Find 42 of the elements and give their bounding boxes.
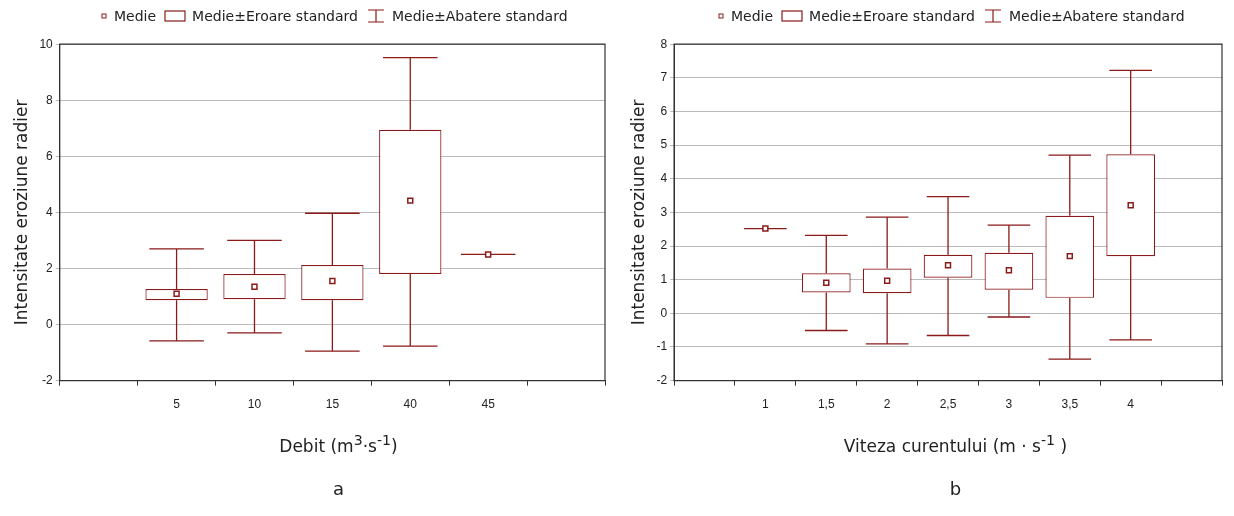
y-tick-label: 3	[660, 204, 668, 219]
y-tick-label: -1	[656, 339, 668, 354]
y-axis-title: Intensitate eroziune radier	[10, 99, 31, 326]
x-tick-label: 3	[1005, 397, 1013, 412]
y-tick-label: 8	[660, 36, 668, 51]
text: Medie±Eroare standard	[809, 8, 975, 24]
text: Medie±Abatere standard	[391, 8, 568, 24]
x-tick-label: 5	[173, 397, 181, 412]
x-tick-label: 3,5	[1061, 397, 1079, 412]
y-tick-label: 6	[660, 103, 668, 118]
y-tick-label: 4	[660, 171, 668, 186]
x-tick-label: 2,5	[939, 397, 957, 412]
y-tick-label: -2	[42, 372, 54, 387]
x-tick-label: 15	[325, 397, 340, 412]
x-tick-label: 4	[1127, 397, 1135, 412]
y-tick-label: 10	[39, 36, 54, 51]
x-axis-title: Viteza curentului (m · s$^{-1}$ )	[842, 432, 1069, 456]
y-tick-label: 7	[660, 70, 668, 85]
x-tick-label: 2	[883, 397, 891, 412]
y-tick-label: 2	[46, 260, 54, 275]
x-tick-label: 1,5	[817, 397, 835, 412]
text: Medie±Abatere standard	[1008, 8, 1185, 24]
y-tick-label: 4	[46, 204, 54, 219]
y-tick-label: 0	[660, 305, 668, 320]
y-axis-title: Intensitate eroziune radier	[627, 99, 648, 326]
text: Medie±Eroare standard	[192, 8, 358, 24]
y-tick-label: 0	[46, 316, 54, 331]
text: b	[948, 478, 963, 499]
x-tick-label: 1	[762, 397, 770, 412]
y-tick-label: 1	[660, 271, 668, 286]
x-tick-label: 40	[403, 397, 418, 412]
x-tick-label: 45	[481, 397, 496, 412]
y-tick-label: 6	[46, 148, 54, 163]
x-axis-title: Debit (m$^{3}$·s$^{-1}$)	[278, 432, 399, 456]
x-tick-label: 10	[247, 397, 262, 412]
y-tick-label: 8	[46, 92, 54, 107]
text: Medie	[114, 8, 157, 24]
y-tick-label: 5	[660, 137, 668, 152]
y-tick-label: -2	[656, 372, 668, 387]
text: a	[332, 478, 345, 499]
y-tick-label: 2	[660, 238, 668, 253]
text: Medie	[731, 8, 774, 24]
